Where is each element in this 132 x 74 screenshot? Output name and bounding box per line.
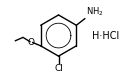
Text: O: O <box>28 38 35 47</box>
Text: NH$_2$: NH$_2$ <box>86 5 103 18</box>
Text: Cl: Cl <box>54 64 63 73</box>
Text: H·HCl: H·HCl <box>92 31 119 41</box>
